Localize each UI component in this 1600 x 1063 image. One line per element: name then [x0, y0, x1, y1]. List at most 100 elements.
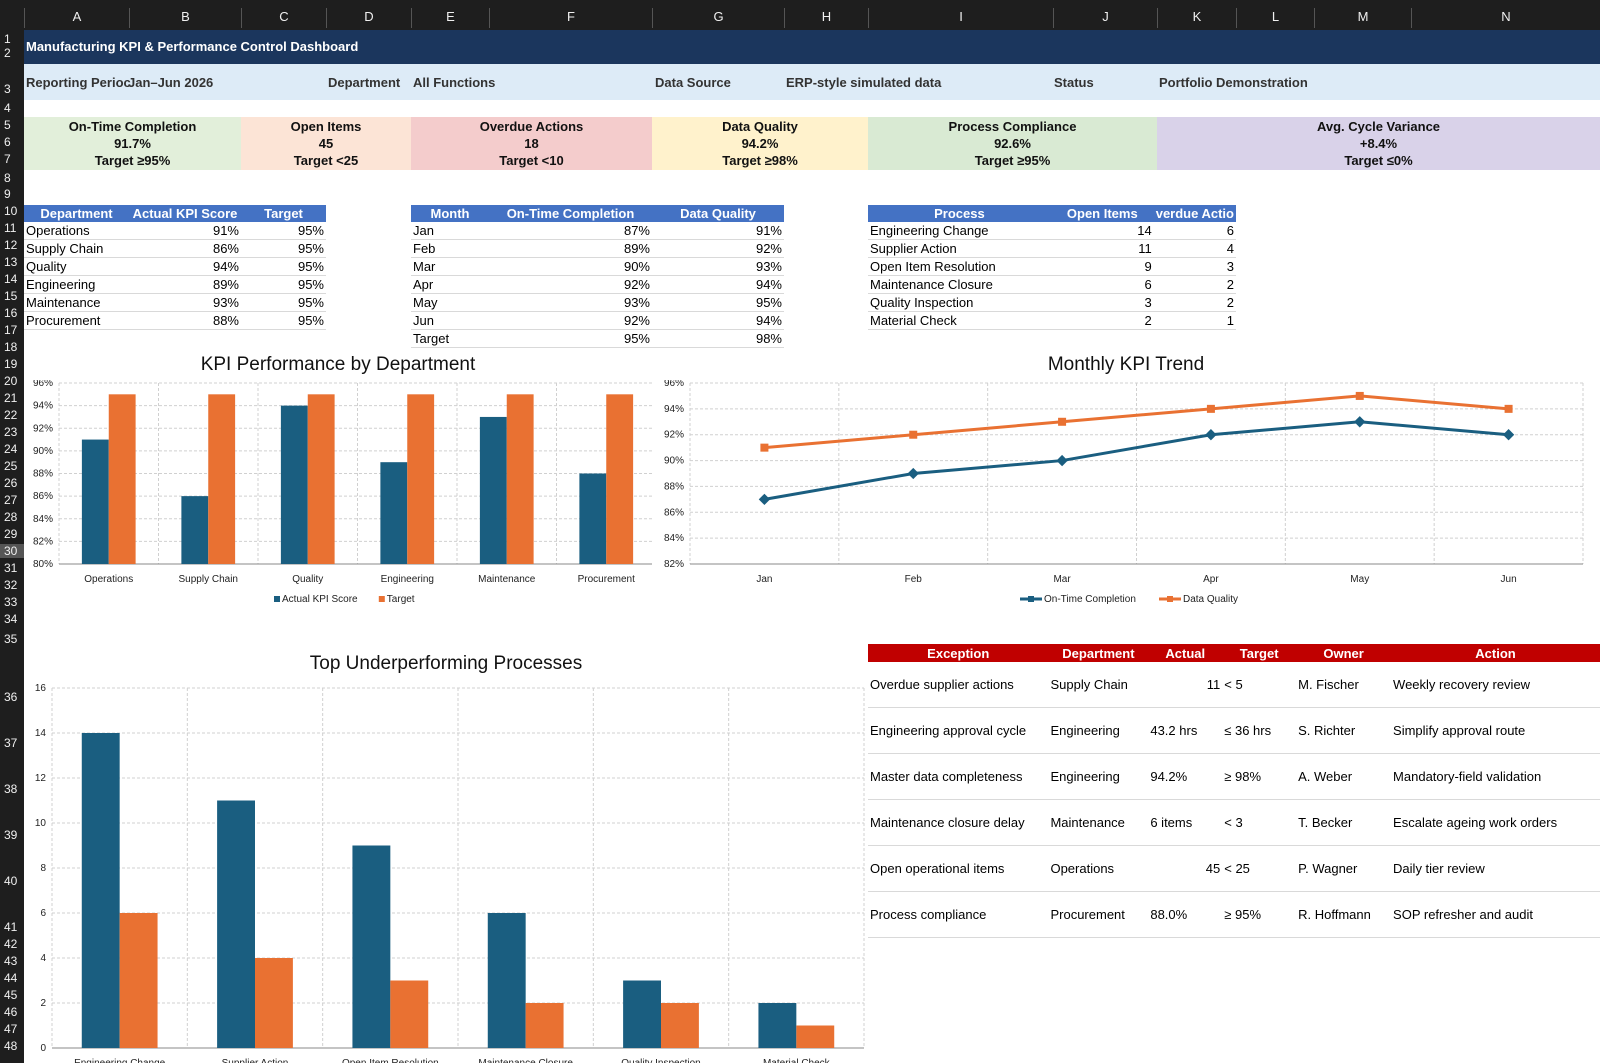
table-cell[interactable]: 4 [1153, 239, 1236, 258]
table-cell[interactable]: 91% [129, 222, 241, 240]
table-cell[interactable]: 95% [489, 329, 652, 348]
column-header-n[interactable]: N [1411, 8, 1600, 28]
table-row[interactable]: Quality Inspection 3 2 [868, 293, 1236, 312]
table-cell[interactable]: 95% [652, 293, 784, 312]
row-header-46[interactable]: 46 [4, 1005, 18, 1019]
row-header-24[interactable]: 24 [4, 442, 18, 456]
table-row[interactable]: Supply Chain 86% 95% [24, 239, 326, 258]
exception-cell[interactable]: Master data completeness [868, 753, 1049, 800]
exception-cell[interactable]: Maintenance [1048, 799, 1149, 846]
exception-cell[interactable]: Daily tier review [1391, 845, 1600, 892]
kpi-card[interactable]: On-Time Completion 91.7% Target ≥95% [24, 117, 241, 170]
exceptions-header[interactable]: Exception [868, 644, 1049, 662]
exception-row[interactable]: Engineering approval cycle Engineering 43.… [868, 707, 1600, 754]
exception-row[interactable]: Overdue supplier actions Supply Chain 11 < … [868, 662, 1600, 708]
kpi-card[interactable]: Overdue Actions 18 Target <10 [411, 117, 652, 170]
exception-cell[interactable]: P. Wagner [1296, 845, 1392, 892]
department-label[interactable]: Department [328, 75, 401, 90]
kpi-card[interactable]: Avg. Cycle Variance +8.4% Target ≤0% [1157, 117, 1600, 170]
row-header-3[interactable]: 3 [4, 82, 11, 96]
table-row[interactable]: Mar 90% 93% [411, 257, 784, 276]
exception-cell[interactable]: Procurement [1048, 891, 1149, 938]
exception-cell[interactable]: 11 [1148, 662, 1223, 708]
table-cell[interactable]: Maintenance [24, 293, 129, 312]
row-header-32[interactable]: 32 [4, 578, 18, 592]
table-cell[interactable]: Procurement [24, 311, 129, 330]
exception-cell[interactable]: ≥ 95% [1222, 891, 1297, 938]
row-header-2[interactable]: 2 [4, 46, 11, 60]
row-header-48[interactable]: 48 [4, 1039, 18, 1053]
row-header-6[interactable]: 6 [4, 135, 11, 149]
exception-cell[interactable]: Overdue supplier actions [868, 662, 1049, 708]
row-header-42[interactable]: 42 [4, 937, 18, 951]
row-header-12[interactable]: 12 [4, 238, 18, 252]
exception-cell[interactable]: Simplify approval route [1391, 707, 1600, 754]
exception-cell[interactable]: M. Fischer [1296, 662, 1392, 708]
table-cell[interactable]: 2 [1153, 293, 1236, 312]
table-row[interactable]: May 93% 95% [411, 293, 784, 312]
exception-cell[interactable]: 94.2% [1148, 753, 1223, 800]
table-cell[interactable]: Quality [24, 257, 129, 276]
row-header-36[interactable]: 36 [4, 690, 18, 704]
column-header-h[interactable]: H [784, 8, 868, 28]
column-header-g[interactable]: G [652, 8, 784, 28]
status-label[interactable]: Status [1054, 75, 1094, 90]
column-header-c[interactable]: C [241, 8, 326, 28]
table-cell[interactable]: 2 [1153, 275, 1236, 294]
table-row[interactable]: Procurement 88% 95% [24, 311, 326, 330]
table-header[interactable]: Department [24, 205, 129, 222]
table-cell[interactable]: 95% [241, 222, 326, 240]
dashboard-title[interactable]: Manufacturing KPI & Performance Control … [24, 30, 1600, 64]
table-cell[interactable]: 89% [129, 275, 241, 294]
table-row[interactable]: Quality 94% 95% [24, 257, 326, 276]
column-header-f[interactable]: F [489, 8, 652, 28]
exception-cell[interactable]: ≤ 36 hrs [1222, 707, 1297, 754]
row-header-21[interactable]: 21 [4, 391, 18, 405]
table-cell[interactable]: Maintenance Closure [868, 275, 1051, 294]
table-cell[interactable]: 94% [129, 257, 241, 276]
exception-cell[interactable]: ≥ 98% [1222, 753, 1297, 800]
table-cell[interactable]: Operations [24, 222, 129, 240]
table-cell[interactable]: 11 [1050, 239, 1154, 258]
row-header-22[interactable]: 22 [4, 408, 18, 422]
table-cell[interactable]: Material Check [868, 311, 1051, 330]
table-cell[interactable]: 92% [489, 275, 652, 294]
column-header-b[interactable]: B [129, 8, 241, 28]
table-cell[interactable]: 93% [129, 293, 241, 312]
table-cell[interactable]: 92% [652, 239, 784, 258]
department-value[interactable]: All Functions [413, 75, 496, 90]
table-cell[interactable]: 94% [652, 275, 784, 294]
row-header-5[interactable]: 5 [4, 118, 11, 132]
table-cell[interactable]: 14 [1050, 222, 1154, 240]
row-header-13[interactable]: 13 [4, 255, 18, 269]
exception-cell[interactable]: 43.2 hrs [1148, 707, 1223, 754]
row-header-9[interactable]: 9 [4, 187, 11, 201]
exception-cell[interactable]: Supply Chain [1048, 662, 1149, 708]
table-cell[interactable]: Engineering Change [868, 222, 1051, 240]
table-cell[interactable]: 88% [129, 311, 241, 330]
table-row[interactable]: Target 95% 98% [411, 329, 784, 348]
column-header-j[interactable]: J [1053, 8, 1157, 28]
kpi-card[interactable]: Open Items 45 Target <25 [241, 117, 411, 170]
table-row[interactable]: Open Item Resolution 9 3 [868, 257, 1236, 276]
table-cell[interactable]: 2 [1050, 311, 1154, 330]
exception-row[interactable]: Process compliance Procurement 88.0% ≥ 95% R… [868, 891, 1600, 938]
exception-cell[interactable]: Open operational items [868, 845, 1049, 892]
row-header-8[interactable]: 8 [4, 171, 11, 185]
exception-cell[interactable]: 45 [1148, 845, 1223, 892]
row-header-23[interactable]: 23 [4, 425, 18, 439]
table-cell[interactable]: 3 [1050, 293, 1154, 312]
row-header-1[interactable]: 1 [4, 32, 11, 46]
row-header-33[interactable]: 33 [4, 595, 18, 609]
kpi-card[interactable]: Data Quality 94.2% Target ≥98% [652, 117, 868, 170]
exceptions-header[interactable]: Owner [1296, 644, 1392, 662]
row-header-43[interactable]: 43 [4, 954, 18, 968]
table-cell[interactable]: 95% [241, 239, 326, 258]
exception-cell[interactable]: Maintenance closure delay [868, 799, 1049, 846]
row-header-27[interactable]: 27 [4, 493, 18, 507]
table-cell[interactable]: 89% [489, 239, 652, 258]
row-header-15[interactable]: 15 [4, 289, 18, 303]
table-cell[interactable]: 3 [1153, 257, 1236, 276]
table-row[interactable]: Operations 91% 95% [24, 222, 326, 240]
exception-cell[interactable]: T. Becker [1296, 799, 1392, 846]
